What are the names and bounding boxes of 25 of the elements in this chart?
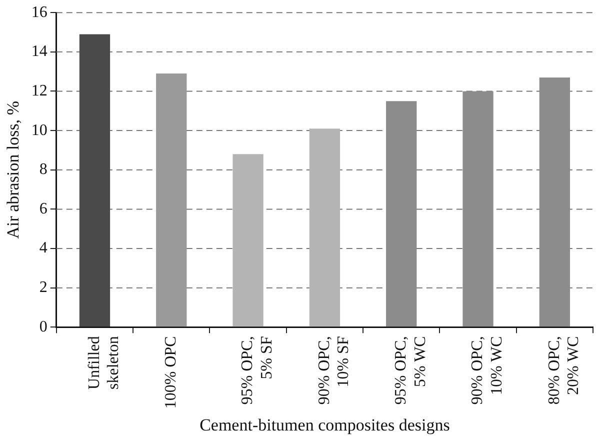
x-tick-label: 90% OPC, 10% SF <box>316 336 352 405</box>
x-tick-label: 95% OPC, 5% SF <box>239 336 276 405</box>
x-tick-label: 80% OPC, 20% WC <box>546 336 582 405</box>
y-tick-label: 0 <box>39 318 48 336</box>
bar <box>386 101 417 327</box>
x-tick-label: 100% OPC <box>162 336 180 409</box>
bar <box>309 128 340 327</box>
bar <box>539 77 570 327</box>
x-axis-title: Cement-bitumen composites designs <box>200 415 450 434</box>
x-tick-label: 90% OPC, 10% WC <box>469 336 506 405</box>
y-tick-label: 8 <box>39 161 48 178</box>
y-axis-title: Air abrasion loss, % <box>4 100 23 239</box>
y-tick-label: 12 <box>31 82 48 100</box>
y-tick-label: 6 <box>39 200 48 218</box>
y-tick-label: 10 <box>31 122 48 139</box>
bar <box>79 34 110 327</box>
bar <box>232 154 264 327</box>
x-tick-label: Unfilled skeleton <box>86 336 122 390</box>
y-tick-label: 2 <box>39 279 48 296</box>
x-tick-label: 95% OPC, 5% WC <box>392 336 429 405</box>
bar <box>156 74 187 327</box>
y-tick-label: 14 <box>31 43 48 60</box>
y-tick-label: 16 <box>31 4 48 21</box>
y-tick-label: 4 <box>39 240 48 257</box>
bar <box>462 91 494 327</box>
